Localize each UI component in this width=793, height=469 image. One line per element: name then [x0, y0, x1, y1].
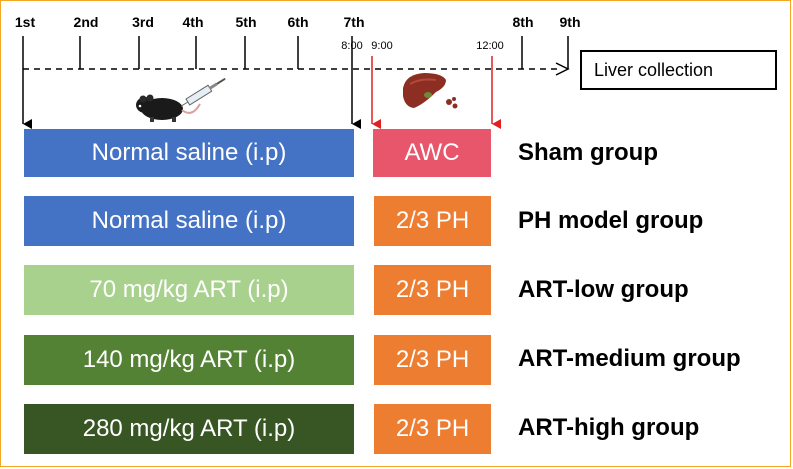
procedure-box-ph-model: 2/3 PH [374, 196, 491, 246]
group-label-ph-model: PH model group [518, 207, 704, 234]
time-label-1200: 12:00 [476, 40, 504, 52]
timeline-arrowhead [555, 62, 570, 76]
treatment-bar-art-low: 70 mg/kg ART (i.p) [24, 265, 354, 315]
liver-collection-label: Liver collection [594, 59, 714, 80]
day-label-7th: 7th [343, 14, 365, 30]
mouse-injection-icon [136, 77, 226, 122]
day-label-1st: 1st [14, 14, 36, 30]
day-label-6th: 6th [287, 14, 309, 30]
procedure-box-art-medium: 2/3 PH [374, 335, 491, 385]
group-label-art-high: ART-high group [518, 414, 700, 441]
day-label-8th: 8th [512, 14, 534, 30]
treatment-bar-ph-model: Normal saline (i.p) [24, 196, 354, 246]
procedure-box-sham: AWC [373, 129, 491, 177]
day-label-9th: 9th [559, 14, 581, 30]
procedure-box-art-low: 2/3 PH [374, 265, 491, 315]
group-label-art-medium: ART-medium group [518, 345, 741, 372]
procedure-box-art-high: 2/3 PH [374, 404, 491, 454]
group-label-art-low: ART-low group [518, 276, 689, 303]
liver-collection-box: Liver collection [580, 50, 777, 90]
time-label-0900: 9:00 [371, 40, 393, 52]
treatment-bar-art-high: 280 mg/kg ART (i.p) [24, 404, 354, 454]
day-label-3rd: 3rd [132, 14, 154, 30]
treatment-bar-art-medium: 140 mg/kg ART (i.p) [24, 335, 354, 385]
treatment-bar-sham: Normal saline (i.p) [24, 129, 354, 177]
group-label-sham: Sham group [518, 139, 659, 166]
liver-icon [403, 73, 458, 109]
day-label-5th: 5th [235, 14, 257, 30]
day-label-2nd: 2nd [73, 14, 99, 30]
day-label-4th: 4th [182, 14, 204, 30]
time-label-0800: 8:00 [341, 40, 363, 52]
